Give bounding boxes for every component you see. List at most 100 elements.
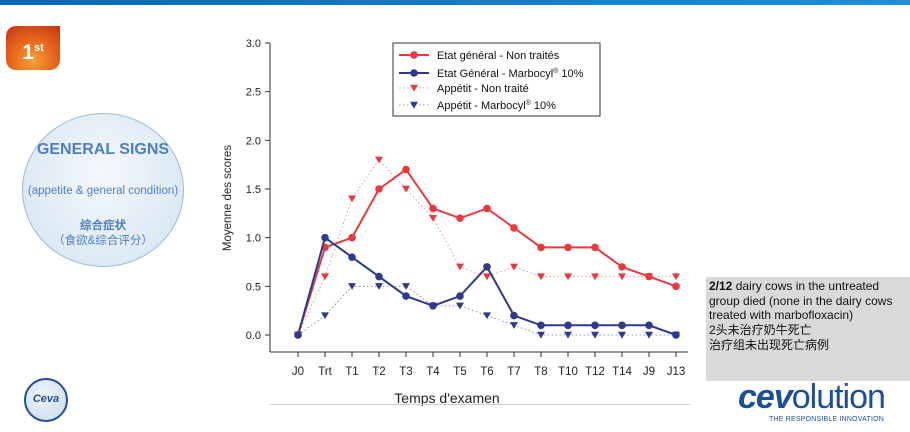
data-point	[591, 243, 599, 252]
data-point-triangle	[375, 283, 383, 290]
data-point-triangle	[402, 283, 410, 290]
data-point	[429, 204, 437, 213]
data-point-triangle	[402, 185, 410, 193]
general-signs-bubble: GENERAL SIGNS (appetite & general condit…	[22, 113, 184, 267]
legend-label: Appétit - Marbocyl® 10%	[437, 99, 556, 112]
data-point	[429, 302, 437, 310]
data-point	[456, 292, 464, 300]
data-point	[375, 185, 383, 193]
y-axis-label: Moyenne des scores	[222, 145, 234, 251]
data-point-triangle	[672, 273, 680, 281]
series-line	[297, 168, 677, 336]
data-point-triangle	[321, 273, 329, 281]
legend-label: Appétit - Non traité	[437, 83, 529, 95]
ceva-logo-text: Ceva	[32, 393, 60, 405]
data-point	[375, 272, 383, 281]
bubble-cn-subtitle: （食欲&综合评分）	[53, 235, 153, 247]
data-point-triangle	[510, 263, 518, 271]
x-tick-label: T5	[453, 366, 466, 378]
y-tick-label: 0.5	[246, 281, 261, 293]
x-tick-label: T8	[534, 366, 547, 378]
x-tick-label: J0	[292, 366, 304, 378]
cevolution-rest: olution	[791, 378, 886, 416]
data-point-triangle	[429, 215, 437, 222]
rank-number: 1	[22, 41, 34, 64]
data-point	[348, 253, 356, 261]
legend-swatch-marker	[410, 101, 418, 109]
data-point-triangle	[375, 156, 383, 164]
data-point-triangle	[456, 302, 464, 310]
y-tick-label: 1.0	[246, 233, 261, 245]
y-tick-label: 1.5	[246, 184, 261, 196]
data-point-triangle	[510, 322, 518, 329]
chart-series	[294, 156, 680, 339]
ceva-logo: Ceva	[24, 378, 68, 422]
x-tick-label: Trt	[318, 366, 332, 378]
data-point	[618, 263, 626, 271]
legend-label: Etat général - Non traités	[437, 50, 560, 62]
data-point-triangle	[618, 331, 626, 339]
bubble-title: GENERAL SIGNS	[36, 141, 170, 158]
data-point-triangle	[645, 331, 653, 339]
data-point	[618, 321, 626, 330]
data-point-triangle	[564, 331, 572, 339]
note-text-cn-1: 2头未治疗奶牛死亡	[709, 323, 812, 338]
y-tick-label: 2.5	[246, 87, 261, 99]
mortality-note: 2/12 dairy cows in the untreated group d…	[706, 277, 910, 381]
cevolution-tagline: THE RESPONSIBLE INNOVATION	[769, 416, 885, 423]
series-line	[297, 236, 677, 336]
data-point	[483, 204, 491, 213]
x-tick-label: J13	[667, 366, 686, 378]
legend-swatch-marker	[410, 84, 418, 92]
top-accent-bar	[0, 0, 910, 5]
data-point	[564, 243, 572, 252]
data-point	[645, 321, 653, 330]
data-point	[537, 243, 545, 252]
footer-divider	[270, 404, 690, 405]
data-point-triangle	[483, 273, 491, 281]
data-point-triangle	[321, 312, 329, 320]
data-point	[321, 233, 329, 242]
data-point	[456, 214, 464, 222]
data-point-triangle	[456, 263, 464, 271]
chart-axes: 0.0 0.5 1.0 1.5 2.0 2.5 3.0 J0 Trt T1 T2 T3 T4 T5 T6 T7…	[246, 38, 688, 378]
x-tick-label: J9	[643, 366, 655, 378]
note-bold-lead: 2/12	[709, 279, 733, 293]
data-point-triangle	[483, 312, 491, 320]
data-point	[645, 272, 653, 281]
x-tick-label: T3	[399, 366, 412, 378]
data-point	[294, 331, 302, 339]
legend-swatch-marker	[410, 51, 418, 59]
y-tick-label: 3.0	[246, 38, 261, 50]
data-point	[402, 165, 410, 174]
x-tick-label: T14	[612, 366, 632, 378]
chart-legend: Etat général - Non traités Etat Général -…	[392, 42, 601, 117]
data-point	[483, 263, 491, 271]
data-point-triangle	[537, 273, 545, 281]
rank-suffix: st	[33, 42, 44, 54]
x-tick-label: T2	[372, 366, 385, 378]
y-tick-label: 0.0	[246, 330, 261, 342]
x-tick-label: T12	[585, 366, 605, 378]
x-tick-label: T1	[345, 366, 358, 378]
data-point	[591, 321, 599, 330]
data-point	[510, 311, 518, 320]
note-text-en: dairy cows in the untreated group died (…	[709, 279, 893, 323]
data-point-triangle	[348, 283, 356, 290]
data-point-triangle	[591, 273, 599, 281]
bubble-cn-title: 综合症状	[80, 220, 126, 232]
bubble-subtitle: (appetite & general condition)	[27, 185, 179, 197]
data-point-triangle	[618, 273, 626, 281]
data-point-triangle	[591, 331, 599, 339]
data-point	[402, 292, 410, 300]
data-point	[510, 224, 518, 232]
data-point	[537, 321, 545, 330]
data-point	[348, 233, 356, 242]
data-point	[672, 282, 680, 291]
rank-badge: 1st	[6, 26, 60, 70]
data-point	[564, 321, 572, 330]
x-tick-label: T10	[558, 366, 578, 378]
x-tick-label: T7	[507, 366, 520, 378]
x-tick-label: T4	[426, 366, 440, 378]
